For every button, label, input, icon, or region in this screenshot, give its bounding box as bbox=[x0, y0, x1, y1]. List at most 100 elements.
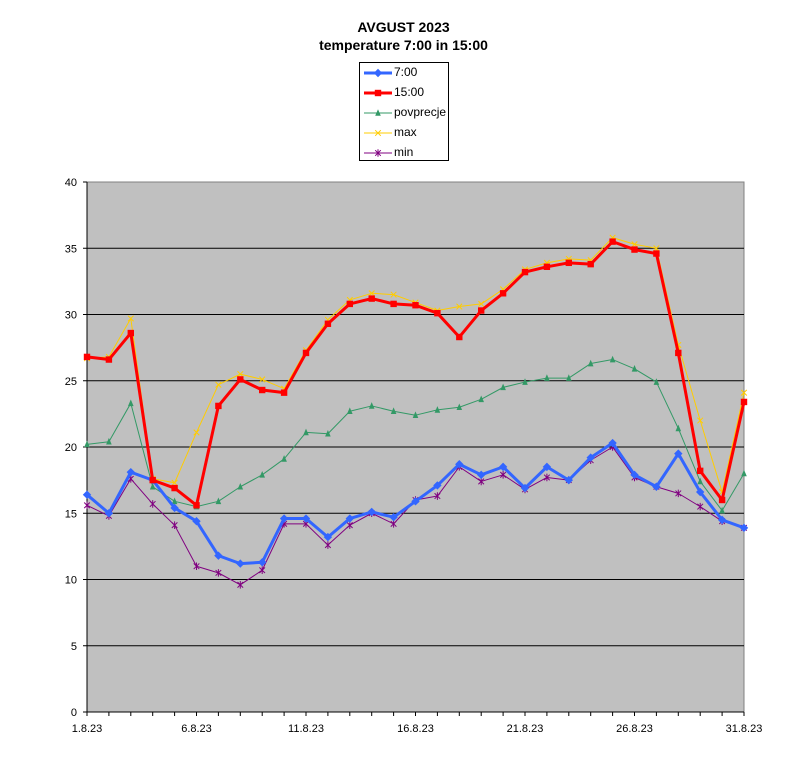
data-point-min bbox=[215, 569, 222, 577]
data-point-min bbox=[499, 471, 507, 479]
data-point-7-00 bbox=[717, 515, 727, 525]
data-point-povprecje bbox=[653, 378, 660, 385]
legend-swatch bbox=[364, 129, 392, 137]
data-point-povprecje bbox=[434, 406, 441, 413]
legend-item: 15:00 bbox=[360, 83, 450, 103]
legend-label: max bbox=[394, 125, 417, 139]
data-point-15-00 bbox=[127, 329, 134, 337]
data-point-povprecje bbox=[522, 378, 528, 385]
data-point-7-00 bbox=[630, 470, 639, 480]
data-point-15-00 bbox=[105, 356, 113, 363]
x-tick-label: 26.8.23 bbox=[616, 723, 653, 735]
data-point-povprecje bbox=[544, 374, 550, 381]
data-point-povprecje bbox=[741, 469, 747, 477]
data-point-max bbox=[193, 429, 200, 436]
data-point-15-00 bbox=[237, 376, 244, 383]
data-point-povprecje bbox=[566, 374, 572, 381]
legend-swatch bbox=[364, 68, 392, 78]
data-point-7-00 bbox=[104, 509, 114, 518]
data-point-15-00 bbox=[543, 263, 551, 270]
data-point-7-00 bbox=[345, 514, 354, 523]
data-point-povprecje bbox=[587, 359, 594, 367]
data-point-povprecje bbox=[128, 399, 134, 407]
data-point-15-00 bbox=[390, 300, 397, 308]
data-point-15-00 bbox=[653, 250, 660, 257]
data-point-7-00 bbox=[520, 483, 530, 493]
data-point-min bbox=[171, 521, 178, 529]
data-point-15-00 bbox=[675, 349, 682, 357]
data-point-7-00 bbox=[433, 481, 442, 490]
data-point-15-00 bbox=[478, 307, 485, 314]
data-point-max bbox=[653, 245, 660, 252]
data-point-7-00 bbox=[455, 460, 464, 469]
data-point-7-00 bbox=[170, 503, 179, 513]
data-point-15-00 bbox=[456, 333, 463, 341]
data-point-povprecje bbox=[106, 437, 112, 445]
y-tick-label: 30 bbox=[65, 310, 77, 322]
data-point-7-00 bbox=[214, 551, 223, 560]
legend-swatch-marker bbox=[373, 68, 383, 78]
data-point-povprecje bbox=[697, 477, 703, 485]
data-point-15-00 bbox=[83, 353, 91, 361]
chart-title: AVGUST 2023 temperature 7:00 in 15:00 bbox=[0, 18, 807, 54]
data-point-max bbox=[215, 381, 222, 388]
y-tick-label: 10 bbox=[65, 575, 77, 587]
data-point-15-00 bbox=[697, 467, 704, 475]
data-point-min bbox=[697, 502, 704, 511]
data-point-povprecje bbox=[675, 424, 682, 432]
data-point-min bbox=[675, 489, 682, 498]
data-point-max bbox=[237, 370, 244, 378]
legend-swatch bbox=[364, 149, 392, 157]
data-point-povprecje bbox=[303, 428, 309, 436]
y-tick-label: 20 bbox=[65, 442, 77, 454]
x-tick-label: 6.8.23 bbox=[181, 723, 212, 735]
data-point-15-00 bbox=[368, 295, 375, 302]
data-point-min bbox=[543, 473, 551, 482]
x-tick-label: 1.8.23 bbox=[72, 723, 103, 735]
data-point-povprecje bbox=[84, 440, 90, 448]
data-point-povprecje bbox=[215, 497, 222, 505]
data-point-15-00 bbox=[193, 502, 200, 509]
legend-label: povprecje bbox=[394, 105, 447, 119]
data-point-7-00 bbox=[82, 490, 92, 499]
data-point-povprecje bbox=[368, 402, 375, 409]
data-point-15-00 bbox=[565, 259, 572, 267]
data-point-max bbox=[368, 290, 375, 297]
data-point-7-00 bbox=[323, 532, 333, 542]
data-point-7-00 bbox=[498, 462, 508, 472]
data-point-7-00 bbox=[389, 513, 398, 522]
legend-swatch-marker bbox=[375, 109, 381, 116]
data-point-povprecje bbox=[609, 355, 616, 363]
data-point-15-00 bbox=[259, 386, 266, 394]
data-point-7-00 bbox=[301, 514, 311, 523]
data-point-povprecje bbox=[478, 395, 484, 403]
data-point-min bbox=[149, 500, 156, 508]
data-point-15-00 bbox=[521, 268, 529, 276]
data-point-max bbox=[456, 303, 463, 310]
data-point-7-00 bbox=[739, 523, 749, 533]
y-tick-label: 5 bbox=[71, 641, 77, 653]
legend: 7:00 15:00 povprecje max min bbox=[359, 62, 449, 161]
data-point-15-00 bbox=[718, 496, 726, 504]
data-point-7-00 bbox=[367, 507, 376, 517]
data-point-7-00 bbox=[258, 558, 267, 567]
legend-swatch-marker bbox=[374, 89, 382, 97]
legend-item: povprecje bbox=[360, 103, 450, 123]
data-point-7-00 bbox=[279, 514, 289, 523]
data-point-15-00 bbox=[631, 246, 638, 253]
data-point-7-00 bbox=[652, 482, 661, 491]
y-tick-label: 40 bbox=[65, 177, 77, 189]
data-point-max bbox=[740, 389, 748, 396]
data-point-povprecje bbox=[412, 411, 419, 418]
data-point-max bbox=[478, 300, 485, 308]
data-point-15-00 bbox=[215, 402, 222, 410]
chart-subtitle: temperature 7:00 in 15:00 bbox=[319, 37, 488, 53]
data-point-15-00 bbox=[324, 320, 332, 327]
data-point-7-00 bbox=[411, 497, 420, 506]
data-point-max bbox=[631, 241, 638, 248]
data-point-15-00 bbox=[434, 309, 441, 317]
data-point-15-00 bbox=[499, 290, 507, 297]
data-point-povprecje bbox=[281, 455, 287, 462]
data-point-min bbox=[83, 501, 91, 510]
